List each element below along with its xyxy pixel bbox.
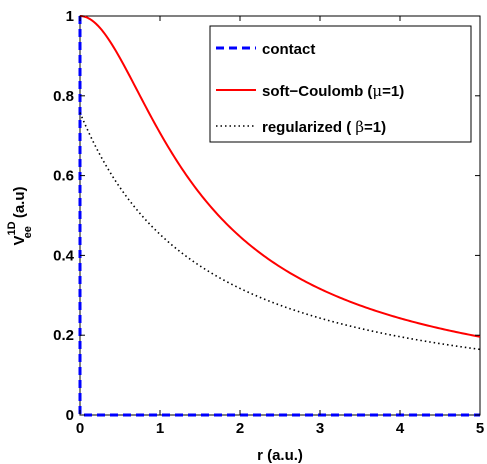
legend: contact soft−Coulomb (μ=1) regularized (… (209, 25, 472, 143)
series-line-contact (78, 16, 480, 417)
y-label-base: V (11, 235, 28, 245)
x-tick-label: 5 (476, 420, 484, 437)
legend-label-regularized: regularized ( β=1) (262, 118, 386, 136)
legend-box (209, 25, 472, 143)
x-axis-label: r (a.u.) (257, 447, 303, 464)
y-axis-label: V1D ee (a.u) (6, 187, 34, 246)
legend-label-contact: contact (262, 41, 315, 58)
y-tick-label: 0.8 (53, 88, 74, 105)
x-tick-label: 2 (236, 420, 244, 437)
y-tick-label: 1 (66, 8, 74, 25)
y-label-sup: 1D (6, 221, 18, 235)
x-tick-label: 3 (316, 420, 324, 437)
y-tick-label: 0.4 (53, 247, 75, 264)
y-label-sub: ee (22, 226, 34, 238)
y-label-unit: (a.u) (11, 187, 28, 219)
x-tick-label: 1 (156, 420, 164, 437)
y-tick-label: 0 (66, 407, 74, 424)
y-tick-label: 0.2 (53, 327, 74, 344)
ticks-layer: 0 1 2 3 4 5 0 0.2 0.4 0.6 0.8 1 (53, 8, 484, 437)
legend-label-soft-coulomb: soft−Coulomb (μ=1) (262, 82, 404, 100)
x-tick-label: 4 (396, 420, 405, 437)
series-line-soft-coulomb (79, 15, 481, 338)
x-tick-label: 0 (76, 420, 84, 437)
y-tick-label: 0.6 (53, 168, 74, 185)
series-layer (78, 15, 481, 417)
